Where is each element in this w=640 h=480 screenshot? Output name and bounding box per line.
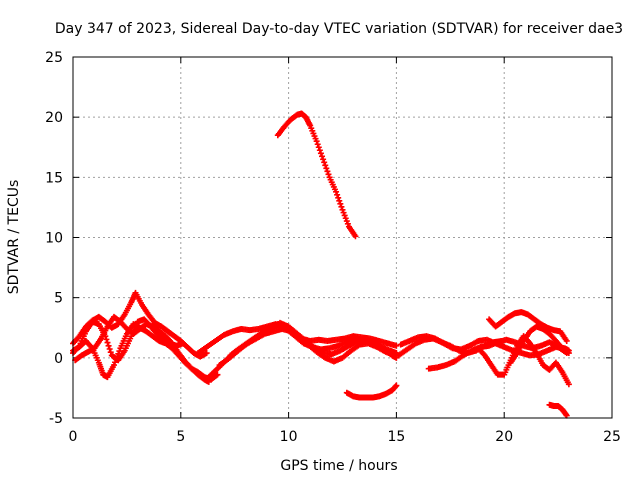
data-point bbox=[340, 209, 347, 216]
data-point bbox=[179, 340, 186, 347]
data-point bbox=[565, 350, 572, 357]
data-point bbox=[343, 218, 350, 225]
plot-frame bbox=[72, 56, 613, 419]
data-point bbox=[315, 144, 322, 151]
data-point bbox=[107, 349, 114, 356]
x-tick-label: 15 bbox=[387, 429, 405, 445]
y-tick-label: 15 bbox=[45, 170, 63, 186]
data-point bbox=[103, 336, 110, 343]
x-tick-label: 10 bbox=[280, 429, 298, 445]
data-point bbox=[336, 197, 343, 204]
data-point bbox=[102, 333, 109, 340]
series-track-j bbox=[343, 382, 400, 401]
data-point bbox=[317, 150, 324, 157]
series-track-p bbox=[507, 323, 572, 366]
data-point bbox=[335, 194, 342, 201]
data-point bbox=[105, 342, 112, 349]
data-point bbox=[393, 342, 400, 349]
data-point bbox=[313, 138, 320, 145]
data-point bbox=[352, 233, 359, 240]
series-track-d bbox=[70, 316, 186, 364]
x-tick-label: 20 bbox=[495, 429, 513, 445]
data-point bbox=[314, 141, 321, 148]
series-track-q bbox=[546, 401, 570, 419]
data-point bbox=[337, 200, 344, 207]
data-point bbox=[316, 147, 323, 154]
x-tick-label: 5 bbox=[176, 429, 185, 445]
y-tick-label: 20 bbox=[45, 110, 63, 126]
y-tick-label: -5 bbox=[49, 411, 63, 427]
data-point bbox=[203, 350, 210, 357]
data-point bbox=[324, 168, 331, 175]
series-track-i bbox=[274, 110, 359, 240]
data-point bbox=[565, 381, 572, 388]
x-axis-label: GPS time / hours bbox=[280, 458, 397, 474]
x-tick-label: 25 bbox=[603, 429, 621, 445]
data-point bbox=[319, 153, 326, 160]
series-track-o bbox=[486, 309, 570, 344]
data-point bbox=[334, 191, 341, 198]
data-point bbox=[321, 159, 328, 166]
data-point bbox=[106, 346, 113, 353]
data-point bbox=[564, 349, 571, 356]
data-point bbox=[338, 203, 345, 210]
data-point bbox=[333, 188, 340, 195]
data-point bbox=[393, 382, 400, 389]
data-point bbox=[214, 371, 221, 378]
data-point bbox=[322, 162, 329, 169]
data-point bbox=[320, 156, 327, 163]
data-point bbox=[323, 165, 330, 172]
data-point bbox=[116, 348, 123, 355]
tick-labels: 0 5 10 15 20 25 -5 0 5 10 15 20 25 bbox=[45, 50, 621, 445]
y-tick-label: 5 bbox=[54, 291, 63, 307]
y-axis-label: SDTVAR / TECUs bbox=[6, 180, 22, 295]
data-points bbox=[70, 110, 572, 419]
data-point bbox=[341, 212, 348, 219]
y-tick-label: 10 bbox=[45, 231, 63, 247]
data-point bbox=[213, 372, 220, 379]
data-point bbox=[110, 362, 117, 369]
data-point bbox=[325, 171, 332, 178]
data-point bbox=[344, 220, 351, 227]
data-point bbox=[342, 215, 349, 222]
y-tick-label: 0 bbox=[54, 351, 63, 367]
series-track-h bbox=[227, 325, 398, 365]
chart-title: Day 347 of 2023, Sidereal Day-to-day VTE… bbox=[55, 21, 623, 37]
series-track-a bbox=[70, 289, 210, 360]
data-point bbox=[339, 206, 346, 213]
x-tick-label: 0 bbox=[69, 429, 78, 445]
data-point bbox=[104, 339, 111, 346]
y-tick-label: 25 bbox=[45, 50, 63, 66]
data-point bbox=[563, 337, 570, 344]
